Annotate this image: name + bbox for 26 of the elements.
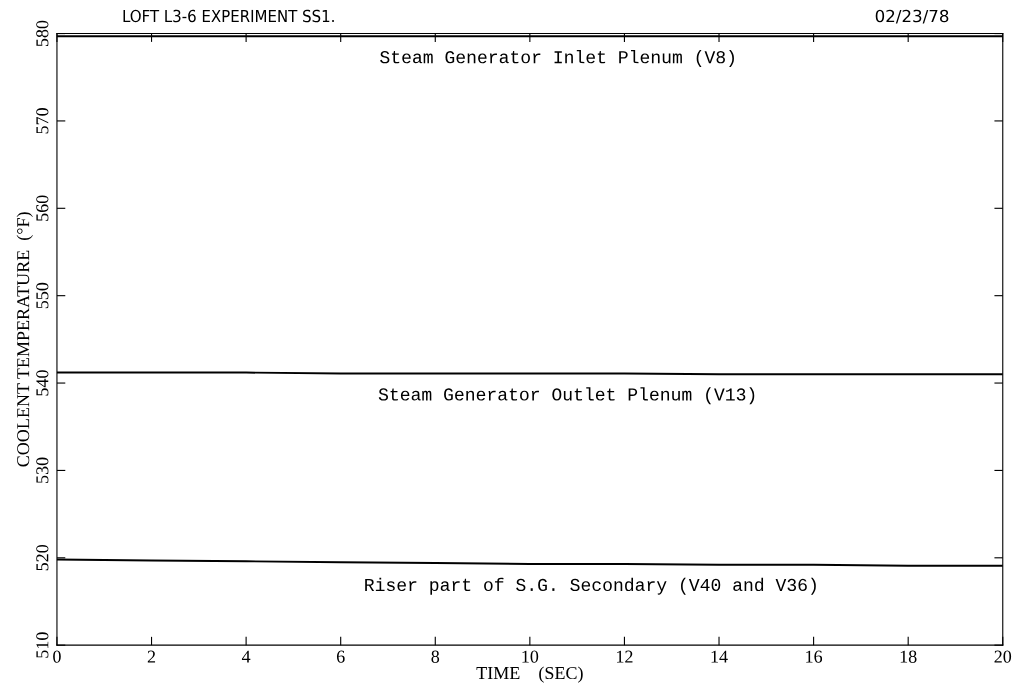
annotation: Steam Generator Outlet Plenum (V13): [378, 387, 755, 405]
y-tick-label: 510: [36, 632, 49, 658]
x-tick-label: 12: [617, 650, 633, 663]
y-tick-label: 550: [36, 282, 49, 309]
chart-subtitle: 02/23/78: [875, 9, 949, 24]
x-tick-label: 4: [241, 650, 251, 663]
y-tick-label: 580: [36, 20, 49, 47]
y-tick-label: 560: [36, 195, 49, 221]
x-axis-title: TIME (SEC): [476, 666, 583, 683]
annotation: Steam Generator Inlet Plenum (V8): [380, 50, 734, 67]
y-axis-title: COOLENT TEMPERATURE (°F): [16, 212, 33, 467]
x-tick-label: 18: [900, 650, 917, 663]
x-tick-label: 10: [522, 650, 539, 663]
x-tick-label: 8: [431, 650, 440, 663]
x-tick-label: 6: [336, 650, 345, 663]
y-tick-label: 570: [36, 108, 49, 134]
x-tick-label: 14: [711, 650, 728, 663]
x-tick-label: 0: [53, 650, 61, 663]
y-tick-label: 540: [36, 370, 49, 396]
x-tick-label: 16: [806, 650, 823, 663]
x-tick-label: 20: [994, 650, 1012, 663]
y-tick-label: 520: [36, 544, 49, 571]
y-tick-label: 530: [36, 457, 49, 483]
annotation: Riser part of S.G. Secondary (V40 and V36): [365, 577, 816, 595]
chart-title: LOFT L3-6 EXPERIMENT SS1.: [123, 9, 334, 23]
x-tick-label: 2: [147, 650, 156, 663]
